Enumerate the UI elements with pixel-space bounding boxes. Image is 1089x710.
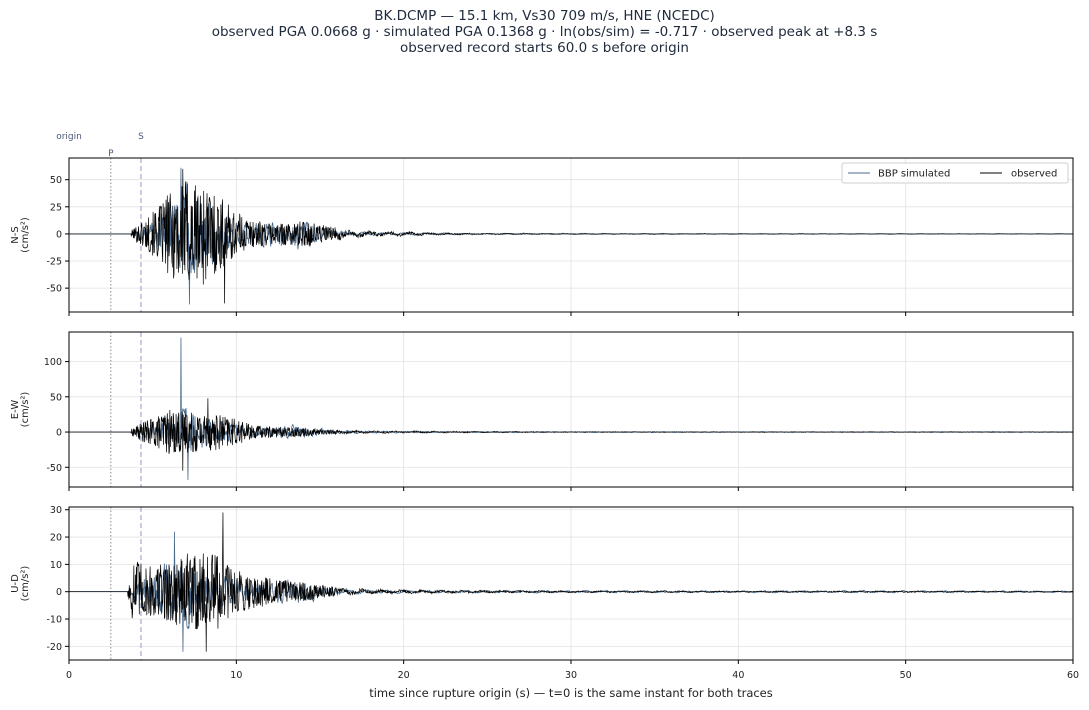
x-tick-label: 0	[66, 670, 72, 681]
y-tick-label: 25	[50, 202, 62, 213]
y-tick-label: 10	[50, 560, 62, 571]
panel-e-w: -50 0 50 100 E-W(cm/s²)	[10, 331, 1074, 491]
legend-box	[841, 162, 1069, 184]
y-axis-label-unit: (cm/s²)	[20, 217, 31, 253]
legend: BBP simulated observed	[841, 162, 1069, 184]
x-tick-label: 20	[398, 670, 410, 681]
chart-title-line-2: observed PGA 0.0668 g · simulated PGA 0.…	[211, 24, 878, 40]
y-tick-label: 0	[56, 229, 62, 240]
s-arrival-label: S	[138, 132, 144, 142]
origin-label: origin	[56, 132, 82, 142]
x-tick-label: 10	[230, 670, 242, 681]
y-axis-label-unit: (cm/s²)	[20, 392, 31, 428]
x-tick-label: 60	[1067, 670, 1079, 681]
y-tick-label: -20	[46, 642, 62, 653]
y-tick-label: -50	[46, 463, 62, 474]
chart-title-line-1: BK.DCMP — 15.1 km, Vs30 709 m/s, HNE (NC…	[374, 8, 715, 24]
observed-trace	[69, 512, 1073, 652]
y-tick-label: 100	[44, 357, 62, 368]
x-tick-label: 30	[565, 670, 577, 681]
y-axis-label-unit: (cm/s²)	[20, 566, 31, 602]
y-tick-label: 0	[56, 428, 62, 439]
legend-label-simulated: BBP simulated	[878, 169, 950, 180]
legend-label-observed: observed	[1011, 169, 1057, 180]
y-tick-label: 0	[56, 587, 62, 598]
y-axis-label-component: U-D	[10, 574, 21, 593]
x-axis-label: time since rupture origin (s) — t=0 is t…	[369, 686, 773, 700]
observed-trace	[69, 168, 1073, 304]
panel-n-s: -50 -25 0 25 50 N-S(cm/s²) BBP simulated observ…	[10, 157, 1074, 316]
y-axis-label-component: N-S	[10, 226, 21, 243]
x-tick-label: 40	[732, 670, 744, 681]
y-tick-label: 50	[50, 392, 62, 403]
y-axis-label: E-W(cm/s²)	[10, 392, 31, 428]
observed-trace	[69, 398, 1073, 471]
y-tick-label: 50	[50, 175, 62, 186]
y-tick-label: 30	[50, 505, 62, 516]
panel-u-d: -20 -10 0 10 20 30 0 10 20 30 40 50 60 U-D(cm/s²)	[10, 505, 1079, 681]
x-tick-label: 50	[900, 670, 912, 681]
y-axis-label: U-D(cm/s²)	[10, 566, 31, 602]
y-axis-label: N-S(cm/s²)	[10, 217, 31, 253]
chart-title-line-3: observed record starts 60.0 s before ori…	[400, 40, 689, 56]
y-tick-label: -10	[46, 615, 62, 626]
y-tick-label: 20	[50, 533, 62, 544]
y-tick-label: -25	[46, 257, 62, 268]
p-arrival-label: P	[108, 149, 114, 159]
y-axis-label-component: E-W	[10, 400, 21, 420]
y-tick-label: -50	[46, 284, 62, 295]
